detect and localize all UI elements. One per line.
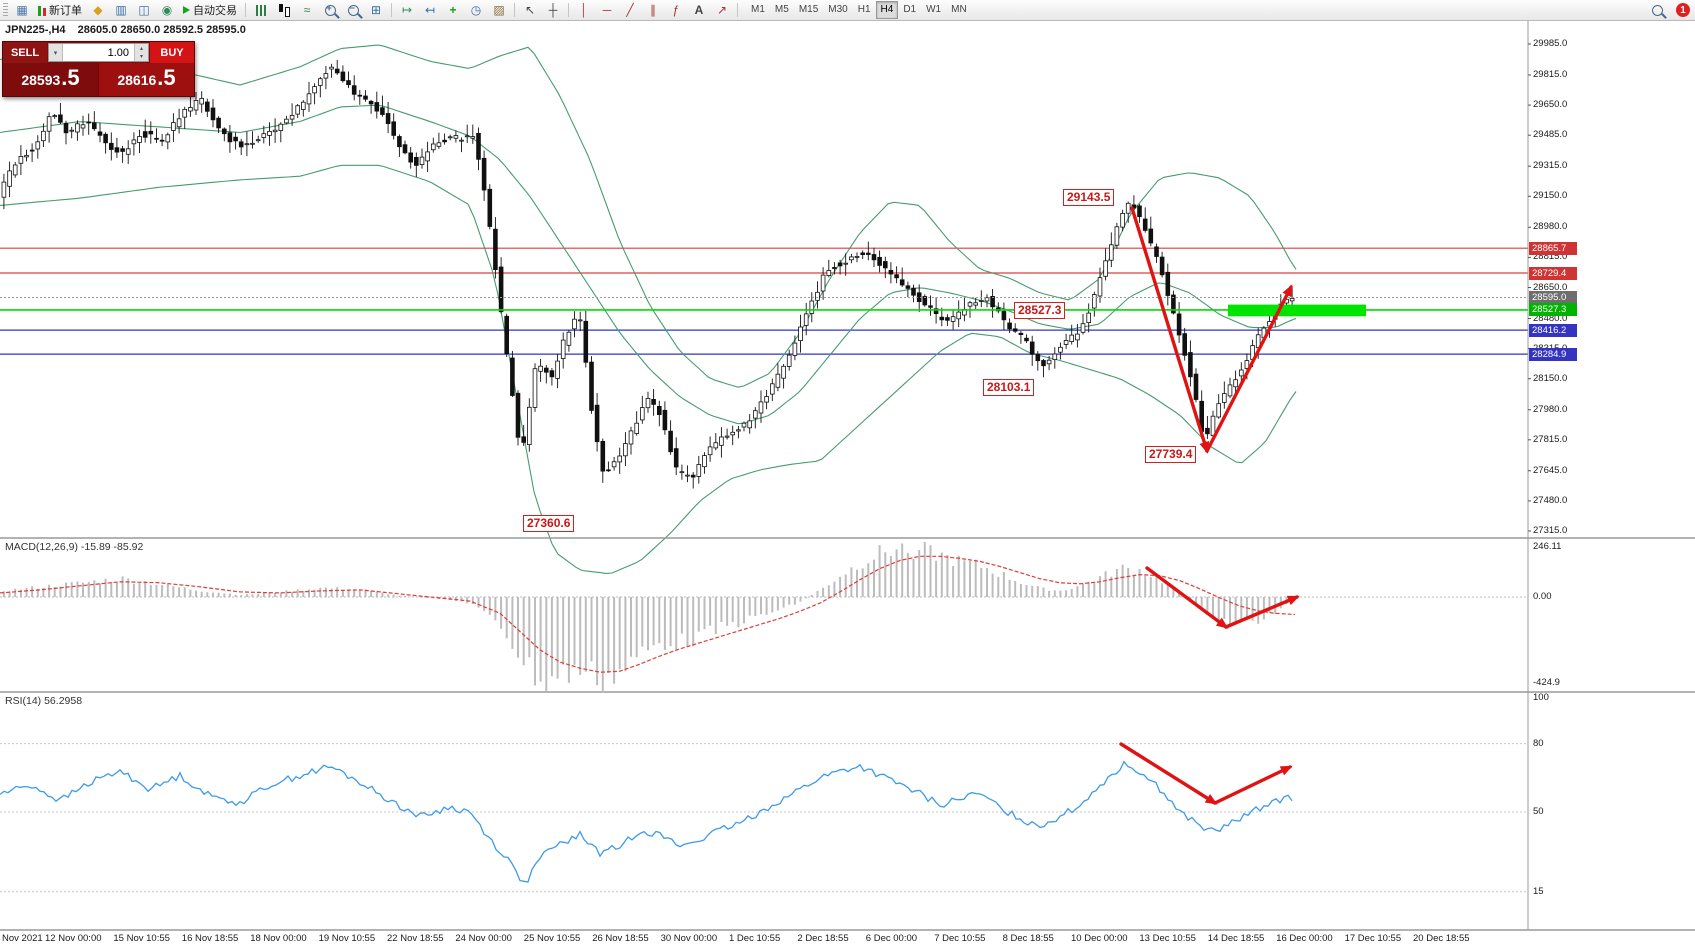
terminal-icon[interactable]: ◉: [161, 3, 173, 17]
price-annotation-27360.6[interactable]: 27360.6: [523, 514, 575, 532]
macd-signal-line: [0, 555, 1296, 673]
symbol-timeframe-label: JPN225-,H4: [5, 24, 66, 36]
trend-arrow-main-segment-1[interactable]: [1130, 206, 1210, 454]
zoom-in-icon[interactable]: +: [319, 1, 341, 19]
sell-price-int: 28593: [21, 72, 61, 88]
auto-trading-button[interactable]: 自动交易: [179, 1, 241, 19]
chart-header: JPN225-,H4 28605.0 28650.0 28592.5 28595…: [5, 24, 246, 36]
fibonacci-icon[interactable]: ƒ: [672, 3, 680, 17]
navigator-icon[interactable]: ◫: [138, 3, 150, 17]
trend-arrow-rsi-segment-2[interactable]: [1213, 765, 1293, 805]
timeframe-h4-button[interactable]: H4: [875, 1, 899, 19]
crosshair-icon[interactable]: ┼: [548, 3, 558, 17]
templates-icon[interactable]: ▨: [493, 3, 505, 17]
cursor-icon[interactable]: ↖: [524, 3, 536, 17]
chart-shift-icon[interactable]: ↤: [424, 3, 436, 17]
price-annotation-27739.4[interactable]: 27739.4: [1145, 445, 1197, 463]
indicators-icon[interactable]: +: [449, 3, 457, 17]
auto-trading-label: 自动交易: [193, 5, 237, 17]
volume-value[interactable]: 1.00: [107, 46, 129, 59]
toolbar-right: 1: [1646, 1, 1692, 19]
line-chart-icon[interactable]: ≈: [303, 3, 311, 17]
timeframe-m30-button[interactable]: M30: [828, 4, 848, 15]
rsi-line: [0, 760, 1293, 883]
trend-arrow-macd-segment-1[interactable]: [1145, 566, 1229, 629]
tile-windows-icon[interactable]: ⊞: [370, 3, 382, 17]
channel-icon[interactable]: ∥: [650, 3, 656, 17]
trade-panel-controls: SELL ▾ 1.00 ▴ ▾ BUY: [3, 42, 194, 63]
compass-icon[interactable]: ◆: [93, 3, 103, 17]
trendline-icon[interactable]: ╱: [626, 3, 634, 17]
vertical-line-icon[interactable]: │: [580, 3, 588, 17]
auto-scroll-icon[interactable]: ↦: [401, 3, 413, 17]
zoom-out-icon[interactable]: −: [342, 1, 364, 19]
market-watch-icon[interactable]: ▥: [115, 3, 127, 17]
buy-price-frac: .5: [157, 65, 176, 90]
toolbar-separator: [514, 3, 515, 17]
price-annotation-28103.1[interactable]: 28103.1: [983, 379, 1035, 397]
chart-layers: [0, 20, 1695, 931]
green-supply-zone[interactable]: [1228, 304, 1366, 317]
arrows-tool-icon[interactable]: ↗: [716, 3, 728, 17]
toolbar-separator: [737, 3, 738, 17]
price-annotation-28527.3[interactable]: 28527.3: [1014, 301, 1066, 319]
one-click-trading-panel: SELL ▾ 1.00 ▴ ▾ BUY 28593.5 28616.5: [2, 41, 195, 97]
volume-spinner[interactable]: ▴ ▾: [134, 44, 148, 61]
trade-panel-prices: 28593.5 28616.5: [3, 63, 194, 96]
new-order-label: 新订单: [49, 5, 82, 17]
toolbar: ▦ 新订单 ◆ ▥ ◫ ◉ 自动交易 ≈ + − ⊞ ↦ ↤ + ◷ ▨ ↖ ┼…: [0, 0, 1695, 21]
buy-price[interactable]: 28616.5: [98, 63, 194, 96]
candlestick-chart-icon[interactable]: [273, 1, 295, 19]
bollinger-upper-band: [0, 44, 1297, 388]
horizontal-line-icon[interactable]: ─: [602, 3, 612, 17]
text-icon[interactable]: A: [694, 3, 704, 17]
sell-price-frac: .5: [61, 65, 80, 90]
timeframe-m15-button[interactable]: M15: [798, 4, 819, 15]
play-icon: [183, 6, 190, 14]
macd-label: MACD(12,26,9) -15.89 -85.92: [5, 541, 144, 553]
new-order-button[interactable]: 新订单: [34, 1, 86, 19]
timeframe-w1-button[interactable]: W1: [926, 4, 942, 15]
toolbar-separator: [568, 3, 569, 17]
timeframe-m5-button[interactable]: M5: [774, 4, 789, 15]
new-order-icon: [38, 5, 46, 16]
trend-arrow-rsi-segment-1[interactable]: [1119, 742, 1218, 805]
bar-chart-icon[interactable]: [250, 1, 272, 19]
periods-icon[interactable]: ◷: [470, 3, 482, 17]
trend-arrow-main-segment-2[interactable]: [1205, 284, 1293, 453]
trend-arrow-macd-segment-2[interactable]: [1224, 595, 1300, 629]
toolbar-separator: [391, 3, 392, 17]
buy-price-int: 28616: [117, 72, 157, 88]
toolbar-grip[interactable]: [3, 3, 8, 17]
timeframe-d1-button[interactable]: D1: [903, 4, 917, 15]
search-icon[interactable]: [1646, 1, 1668, 19]
chart-window-icon[interactable]: ▦: [16, 3, 28, 17]
timeframe-mn-button[interactable]: MN: [951, 4, 967, 15]
timeframe-h1-button[interactable]: H1: [857, 4, 871, 15]
ohlc-values: 28605.0 28650.0 28592.5 28595.0: [77, 24, 246, 36]
timeframe-group: M1 M5 M15 M30 H1 H4 D1 W1 MN: [746, 1, 972, 19]
sell-button[interactable]: SELL: [3, 42, 47, 63]
notification-badge[interactable]: 1: [1676, 3, 1690, 17]
timeframe-m1-button[interactable]: M1: [751, 4, 765, 15]
bollinger-middle-band: [0, 104, 1297, 425]
toolbar-separator: [245, 3, 246, 17]
bollinger-lower-band: [0, 164, 1297, 574]
sell-price[interactable]: 28593.5: [3, 63, 98, 96]
rsi-label: RSI(14) 56.2958: [5, 695, 83, 707]
volume-control: ▾ 1.00 ▴ ▾: [48, 43, 149, 62]
price-annotation-29143.5[interactable]: 29143.5: [1063, 189, 1115, 207]
volume-down-button[interactable]: ▾: [49, 44, 63, 61]
buy-button[interactable]: BUY: [150, 42, 194, 63]
